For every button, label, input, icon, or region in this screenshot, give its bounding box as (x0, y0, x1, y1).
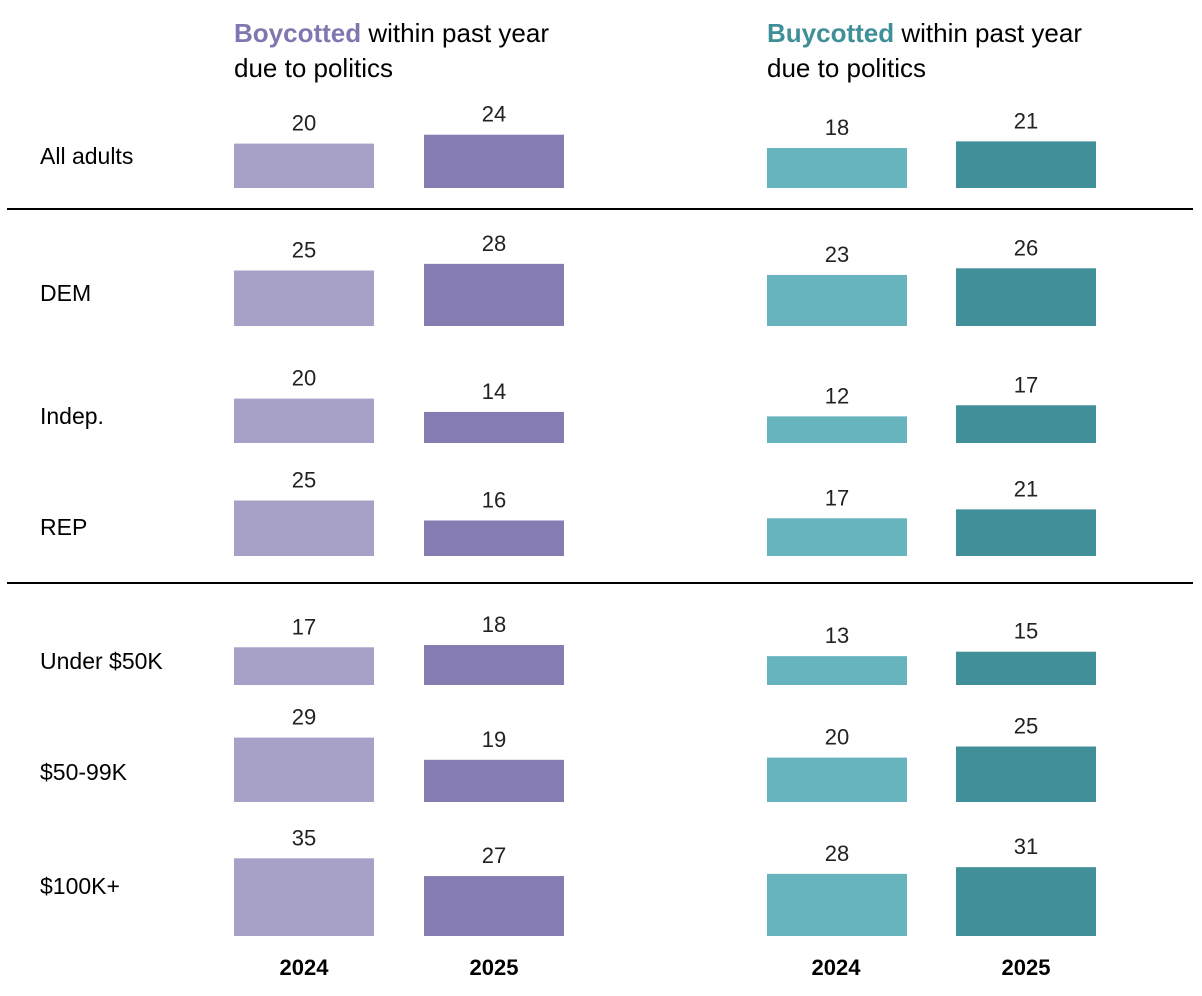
bar-buycotted-2025-100k (956, 867, 1096, 936)
value-label-buycotted-2024-under-50k: 13 (825, 623, 849, 648)
value-label-buycotted-2024-indep: 12 (825, 383, 849, 408)
bar-buycotted-2025-under-50k (956, 651, 1096, 685)
year-label-boycotted-2025: 2025 (470, 955, 519, 980)
value-label-buycotted-2024-rep: 17 (825, 485, 849, 510)
row-label-all-adults: All adults (40, 143, 133, 169)
row-label-indep: Indep. (40, 403, 104, 429)
bar-boycotted-2024-rep (234, 500, 374, 556)
panel-subtitle-boycotted: due to politics (234, 53, 393, 83)
value-label-boycotted-2024-indep: 20 (292, 366, 316, 391)
bar-buycotted-2024-indep (767, 416, 907, 443)
bar-boycotted-2025-all-adults (424, 134, 564, 188)
value-label-boycotted-2025-indep: 14 (482, 379, 506, 404)
value-label-boycotted-2025-all-adults: 24 (482, 102, 506, 127)
row-label-100k: $100K+ (40, 873, 120, 899)
value-label-boycotted-2025-rep: 16 (482, 487, 506, 512)
panel-title-buycotted: Buycotted within past year (767, 18, 1082, 48)
year-label-buycotted-2024: 2024 (812, 955, 862, 980)
value-label-buycotted-2025-indep: 17 (1014, 372, 1038, 397)
bar-boycotted-2025-100k (424, 876, 564, 936)
bar-buycotted-2024-50-99k (767, 757, 907, 802)
value-label-buycotted-2025-100k: 31 (1014, 834, 1038, 859)
value-label-buycotted-2025-under-50k: 15 (1014, 619, 1038, 644)
value-label-boycotted-2024-dem: 25 (292, 238, 316, 263)
bar-boycotted-2024-indep (234, 398, 374, 443)
value-label-buycotted-2024-50-99k: 20 (825, 725, 849, 750)
value-label-buycotted-2025-50-99k: 25 (1014, 714, 1038, 739)
bar-buycotted-2024-100k (767, 873, 907, 936)
bar-buycotted-2025-rep (956, 509, 1096, 556)
value-label-boycotted-2025-dem: 28 (482, 231, 506, 256)
bar-buycotted-2024-under-50k (767, 656, 907, 685)
bar-boycotted-2024-dem (234, 270, 374, 326)
bar-buycotted-2025-dem (956, 268, 1096, 326)
year-label-boycotted-2024: 2024 (280, 955, 330, 980)
year-label-buycotted-2025: 2025 (1002, 955, 1051, 980)
bar-boycotted-2025-under-50k (424, 645, 564, 685)
value-label-buycotted-2025-all-adults: 21 (1014, 108, 1038, 133)
panel-title-boycotted: Boycotted within past year (234, 18, 549, 48)
row-label-under-50k: Under $50K (40, 648, 163, 674)
bar-buycotted-2025-all-adults (956, 141, 1096, 188)
bar-buycotted-2025-indep (956, 405, 1096, 443)
bar-boycotted-2024-50-99k (234, 737, 374, 802)
row-label-50-99k: $50-99K (40, 759, 128, 785)
value-label-buycotted-2024-dem: 23 (825, 242, 849, 267)
panel-subtitle-buycotted: due to politics (767, 53, 926, 83)
bar-buycotted-2025-50-99k (956, 746, 1096, 802)
value-label-boycotted-2024-rep: 25 (292, 468, 316, 493)
bar-buycotted-2024-all-adults (767, 148, 907, 188)
row-label-rep: REP (40, 514, 87, 540)
value-label-boycotted-2024-all-adults: 20 (292, 111, 316, 136)
row-label-dem: DEM (40, 280, 91, 306)
value-label-boycotted-2025-under-50k: 18 (482, 612, 506, 637)
bar-boycotted-2025-dem (424, 263, 564, 326)
bar-boycotted-2024-under-50k (234, 647, 374, 685)
value-label-boycotted-2025-100k: 27 (482, 843, 506, 868)
bar-boycotted-2025-50-99k (424, 759, 564, 802)
value-label-buycotted-2024-100k: 28 (825, 841, 849, 866)
bar-boycotted-2024-all-adults (234, 143, 374, 188)
value-label-boycotted-2024-100k: 35 (292, 825, 316, 850)
bar-buycotted-2024-rep (767, 518, 907, 556)
value-label-buycotted-2025-dem: 26 (1014, 235, 1038, 260)
value-label-boycotted-2024-under-50k: 17 (292, 614, 316, 639)
value-label-buycotted-2025-rep: 21 (1014, 476, 1038, 501)
bar-boycotted-2024-100k (234, 858, 374, 936)
value-label-buycotted-2024-all-adults: 18 (825, 115, 849, 140)
bar-buycotted-2024-dem (767, 274, 907, 326)
value-label-boycotted-2025-50-99k: 19 (482, 727, 506, 752)
value-label-boycotted-2024-50-99k: 29 (292, 705, 316, 730)
bar-boycotted-2025-rep (424, 520, 564, 556)
bar-boycotted-2025-indep (424, 411, 564, 443)
